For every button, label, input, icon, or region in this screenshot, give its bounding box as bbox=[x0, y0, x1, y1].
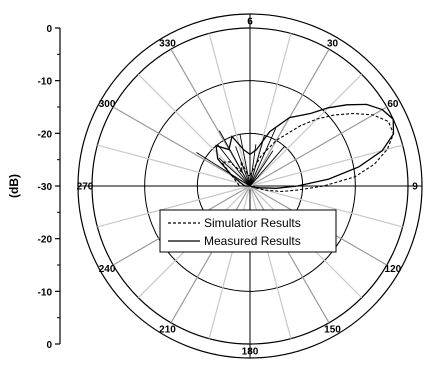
angle-label-180: 180 bbox=[242, 347, 259, 358]
radial-tick-label: 0 bbox=[46, 340, 52, 351]
angle-label-60: 60 bbox=[387, 99, 399, 110]
angle-label-150: 150 bbox=[324, 324, 341, 335]
angle-label-90: 9 bbox=[412, 182, 418, 193]
angle-label-30: 30 bbox=[327, 39, 339, 50]
angle-label-120: 120 bbox=[385, 264, 402, 275]
angle-label-0: 6 bbox=[247, 17, 253, 28]
radial-tick-label: -10 bbox=[38, 77, 53, 88]
angle-label-300: 300 bbox=[99, 99, 116, 110]
radial-tick-label: -30 bbox=[38, 182, 53, 193]
y-axis-title: (dB) bbox=[7, 174, 21, 198]
series-layer bbox=[196, 104, 393, 191]
legend: Simulatior Results Measured Results bbox=[160, 210, 336, 252]
spoke bbox=[209, 186, 250, 339]
radial-tick-label: 0 bbox=[46, 24, 52, 35]
spoke bbox=[250, 74, 362, 186]
spoke bbox=[138, 74, 250, 186]
radial-tick-label: -10 bbox=[38, 287, 53, 298]
spoke bbox=[171, 186, 250, 323]
radial-axis: 0 -10 -20 -30 -20 -10 0 (dB) bbox=[7, 24, 60, 351]
angle-label-210: 210 bbox=[159, 324, 176, 335]
angle-label-270: 270 bbox=[77, 182, 94, 193]
radial-tick-label: -20 bbox=[38, 235, 53, 246]
radial-tick-label: -20 bbox=[38, 129, 53, 140]
legend-label: Measured Results bbox=[204, 234, 301, 248]
spoke bbox=[250, 186, 329, 323]
spoke bbox=[209, 33, 250, 186]
angle-label-330: 330 bbox=[159, 39, 176, 50]
angle-label-240: 240 bbox=[99, 264, 116, 275]
legend-label: Simulatior Results bbox=[204, 216, 301, 230]
spoke bbox=[250, 186, 291, 339]
